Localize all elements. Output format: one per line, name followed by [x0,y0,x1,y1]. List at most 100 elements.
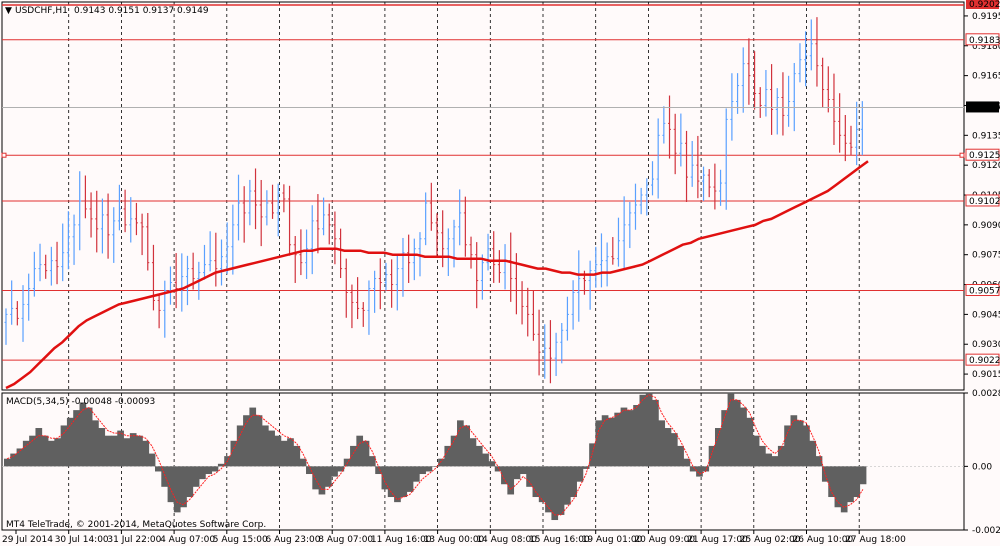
histogram-bar [324,466,332,487]
histogram-bar [400,466,408,498]
histogram-bar [16,448,24,467]
x-tick-label: 6 Aug 23:00 [266,535,321,545]
histogram-bar [381,466,389,490]
histogram-bar [582,466,590,469]
histogram-bar [387,466,395,498]
histogram-bar [589,443,596,467]
y-tick-label: 0.00 [972,462,992,472]
histogram-bar [847,466,854,503]
histogram-bar [41,435,49,467]
histogram-bar [658,420,666,467]
histogram-bar [173,466,181,513]
histogram-bar [431,466,439,467]
histogram-bar [507,466,515,495]
histogram-bar [98,428,106,467]
histogram-bar [199,466,206,480]
histogram-bar [482,453,489,467]
price-label: 0.9022 [969,356,1000,366]
price-label-box [965,148,1000,161]
macd-histogram [4,392,867,521]
price-label: 0.9202 [969,0,1000,10]
macd-axis: 0.00287 0.00 -0.00249 [964,389,1000,536]
y-tick-label: 0.9195 [972,12,1000,22]
histogram-bar [696,466,703,477]
histogram-bar [538,466,546,503]
x-tick-label: 11 Aug 16:00 [371,535,432,545]
histogram-bar [406,466,414,492]
menu-glyph[interactable]: ▼ [5,6,12,16]
histogram-bar [759,445,766,467]
horizontal-lines[interactable] [1,4,965,361]
histogram-bar [438,458,445,467]
moving-average-line [5,160,869,390]
histogram-bar [205,466,213,475]
x-tick-label: 30 Jul 14:00 [55,535,109,545]
histogram-bar [463,425,471,467]
price-labels: 0.9202 0.9183 0.9125 0.9102 0.9057 0.9022 0.91… [965,0,1000,366]
histogram-bar [532,466,540,498]
histogram-bar [733,399,741,467]
histogram-bar [293,445,301,467]
histogram-bar [708,445,716,467]
histogram-bar [683,458,691,467]
histogram-bar [790,415,798,467]
histogram-bar [595,420,603,467]
histogram-bar [563,466,571,505]
histogram-bar [110,435,118,467]
histogram-bar [488,461,496,467]
histogram-bar [412,466,420,482]
histogram-bar [192,466,200,487]
histogram-bar [784,425,791,467]
y-tick-label: 0.9075 [972,251,1000,261]
main-grid [68,2,860,390]
x-tick-label: 5 Aug 15:00 [213,535,268,545]
x-tick-label: 13 Aug 00:00 [424,535,485,545]
histogram-bar [475,445,483,467]
histogram-bar [249,407,257,467]
histogram-bar [79,402,87,467]
line-handle-right [959,152,965,158]
histogram-bar [519,466,527,475]
price-label: 0.9102 [969,197,1000,207]
copyright-text: MT4 TeleTrade, © 2001-2014, MetaQuotes S… [6,520,266,530]
histogram-bar [859,466,867,485]
histogram-bar [614,412,622,467]
histogram-bar [444,445,452,467]
histogram-bar [771,456,779,467]
x-tick-label: 27 Aug 18:00 [845,535,906,545]
macd-readout: MACD(5,34,5) -0.00048 -0.00093 [6,397,155,407]
histogram-bar [362,440,370,467]
y-tick-label: 0.9015 [972,370,1000,380]
histogram-bar [217,463,225,467]
histogram-bar [777,445,785,467]
histogram-bar [740,407,747,467]
histogram-bar [356,435,364,467]
histogram-bar [608,417,615,467]
histogram-bar [815,456,823,467]
chart-ohlc: 0.9143 0.9151 0.9137 0.9149 [74,6,209,16]
current-price-box [966,101,999,113]
histogram-bar [211,466,219,472]
main-pane-frame [1,1,965,391]
histogram-bar [714,428,722,467]
histogram-bar [645,392,653,467]
histogram-bar [796,420,804,467]
histogram-bar [557,466,565,515]
x-tick-label: 31 Jul 22:00 [107,535,161,545]
price-label: 0.9125 [969,151,1000,161]
x-tick-label: 19 Aug 01:00 [582,535,643,545]
histogram-bar [161,466,168,487]
histogram-bar [639,394,647,467]
x-tick-label: 14 Aug 08:00 [476,535,537,545]
histogram-bar [280,440,288,467]
histogram-bar [834,466,842,508]
histogram-bar [180,466,187,508]
price-label-box [966,0,999,9]
histogram-bar [633,405,640,467]
histogram-bar [167,466,175,503]
